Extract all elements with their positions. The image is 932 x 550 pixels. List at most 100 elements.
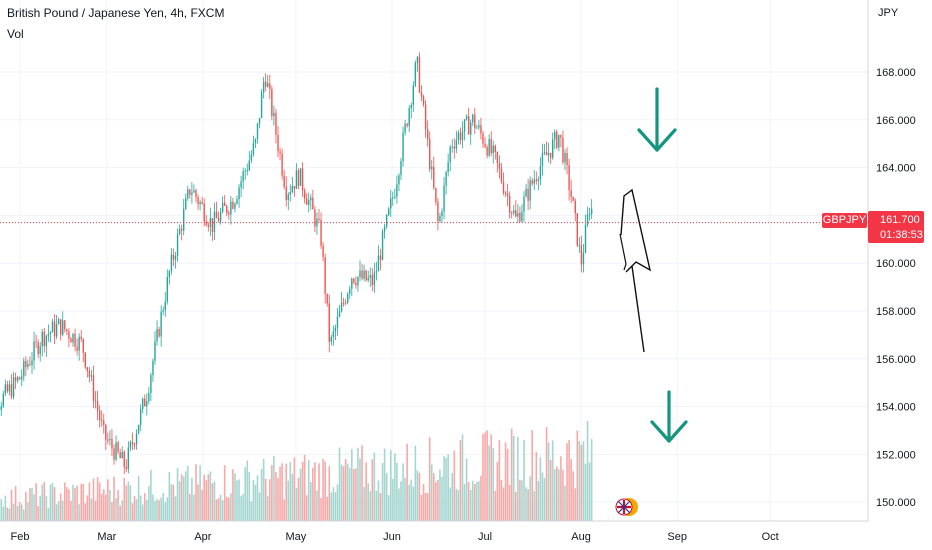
candle-body (363, 270, 365, 279)
volume-bar (76, 485, 78, 521)
volume-bar (285, 463, 287, 521)
candle-body (129, 442, 132, 448)
candle-body (139, 409, 142, 425)
candle-body (582, 252, 585, 265)
candle-body (381, 231, 384, 260)
candle-body (541, 152, 544, 167)
candle-body (303, 190, 306, 199)
volume-bar (213, 481, 216, 521)
candle-body (351, 278, 353, 289)
candle-body (347, 293, 349, 303)
volume-bar (299, 468, 302, 521)
volume-bar (430, 464, 433, 521)
candle-body (353, 278, 355, 283)
candle-body (316, 218, 318, 227)
candle-body (279, 151, 281, 154)
volume-bar (172, 484, 175, 521)
candle-body (492, 145, 494, 154)
candle-body (375, 271, 378, 273)
forecast-drawing-alt (619, 233, 627, 271)
volume-bar (148, 486, 150, 521)
candle-body (461, 131, 464, 141)
volume-bar (23, 509, 25, 521)
volume-bar (490, 434, 492, 521)
candle-body (306, 198, 308, 205)
volume-bar (174, 496, 177, 521)
candle-body (554, 131, 556, 140)
candle-body (515, 210, 517, 217)
volume-bar (18, 502, 21, 521)
candle-body (420, 91, 423, 97)
volume-bar (260, 468, 263, 521)
candle-body (332, 331, 335, 337)
symbol-tag: GBPJPY (822, 213, 867, 228)
volume-bar (70, 500, 72, 521)
volume-bar (27, 502, 29, 521)
candle-body (180, 228, 183, 231)
volume-bar (228, 497, 230, 521)
candle-body (236, 199, 238, 204)
candle-body (543, 152, 546, 154)
candle-body (240, 181, 242, 188)
candle-body (260, 92, 263, 118)
candle-body (47, 333, 50, 336)
volume-bar (435, 482, 437, 521)
candle-body (248, 160, 250, 171)
candle-body (545, 152, 548, 156)
volume-bar (478, 481, 480, 521)
candle-body (148, 392, 150, 402)
volume-bar (515, 491, 517, 521)
price-tick-label: 160.000 (876, 258, 916, 270)
volume-bar (433, 473, 435, 521)
candle-body (146, 401, 148, 407)
volume-bar (406, 443, 408, 521)
candle-body (64, 320, 66, 330)
candle-body (51, 321, 54, 333)
candle-body (244, 170, 246, 172)
candle-body (517, 213, 519, 217)
candle-body (170, 254, 173, 272)
volume-bar (275, 471, 277, 521)
time-tick-label: Jul (478, 531, 492, 543)
volume-bar (74, 487, 76, 521)
candle-body (174, 255, 177, 260)
volume-bar (476, 482, 478, 521)
candle-body (527, 188, 529, 201)
volume-bar (269, 479, 271, 521)
candle-body (55, 324, 58, 337)
volume-bar (98, 482, 101, 521)
volume-bar (266, 495, 269, 521)
candles (0, 52, 593, 475)
volume-bar (322, 458, 324, 521)
candle-body (152, 360, 154, 376)
candle-body (418, 56, 421, 92)
candle-body (62, 320, 64, 335)
volume-bar (441, 476, 443, 521)
candle-body (123, 451, 125, 468)
candle-body (107, 439, 109, 441)
candle-body (525, 188, 527, 197)
candle-body (74, 333, 76, 347)
candle-body (443, 185, 445, 212)
volume-indicator-label[interactable]: Vol (7, 27, 24, 41)
candle-body (429, 139, 431, 170)
candle-body (410, 104, 412, 109)
candle-body (137, 424, 140, 434)
candle-body (519, 213, 521, 222)
volume-bar (8, 508, 11, 521)
candle-body (142, 398, 144, 410)
candle-body (109, 438, 111, 441)
candle-body (412, 85, 414, 105)
volume-bar (129, 485, 132, 521)
volume-bar (29, 488, 31, 521)
volume-bar (531, 430, 533, 521)
volume-bar (230, 493, 232, 521)
volume-bar (494, 490, 497, 521)
volume-bar (209, 471, 212, 521)
candle-body (361, 270, 363, 279)
volume-bar (135, 499, 138, 521)
candle-body (562, 137, 564, 163)
candle-body (586, 214, 589, 225)
